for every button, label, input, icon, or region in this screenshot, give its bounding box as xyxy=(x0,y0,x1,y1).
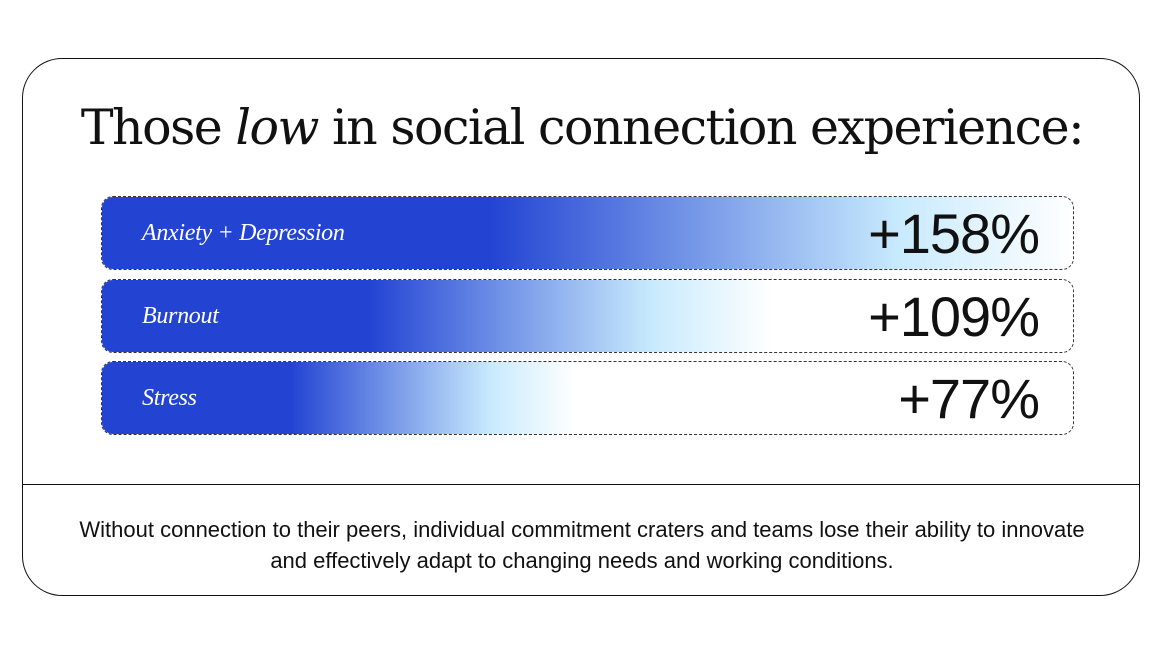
title-emphasis: low xyxy=(235,99,319,156)
section-divider xyxy=(22,484,1140,485)
bar-label: Stress xyxy=(142,385,197,411)
bar-label: Anxiety + Depression xyxy=(142,220,345,246)
bar-chart: Anxiety + Depression +158% Burnout +109% Str… xyxy=(101,196,1074,444)
bar-label: Burnout xyxy=(142,302,219,329)
title-tail: in social connection experience: xyxy=(317,99,1085,156)
infographic-card xyxy=(22,58,1140,596)
bar-fill xyxy=(102,362,1073,434)
title-lead: Those xyxy=(80,99,236,156)
bar-fill xyxy=(102,279,1073,352)
bar-row: Anxiety + Depression +158% xyxy=(101,196,1074,270)
bar-value-label: +158% xyxy=(868,202,1040,265)
bar-row: Burnout +109% xyxy=(101,278,1074,353)
footnote-text: Without connection to their peers, indiv… xyxy=(79,517,1085,573)
bar-value-label: +109% xyxy=(868,284,1040,348)
bar-value-label: +77% xyxy=(898,367,1040,430)
page-title: Those low in social connection experienc… xyxy=(0,98,1164,158)
bar-row: Stress +77% xyxy=(101,361,1074,435)
bar-fill xyxy=(102,197,1073,269)
